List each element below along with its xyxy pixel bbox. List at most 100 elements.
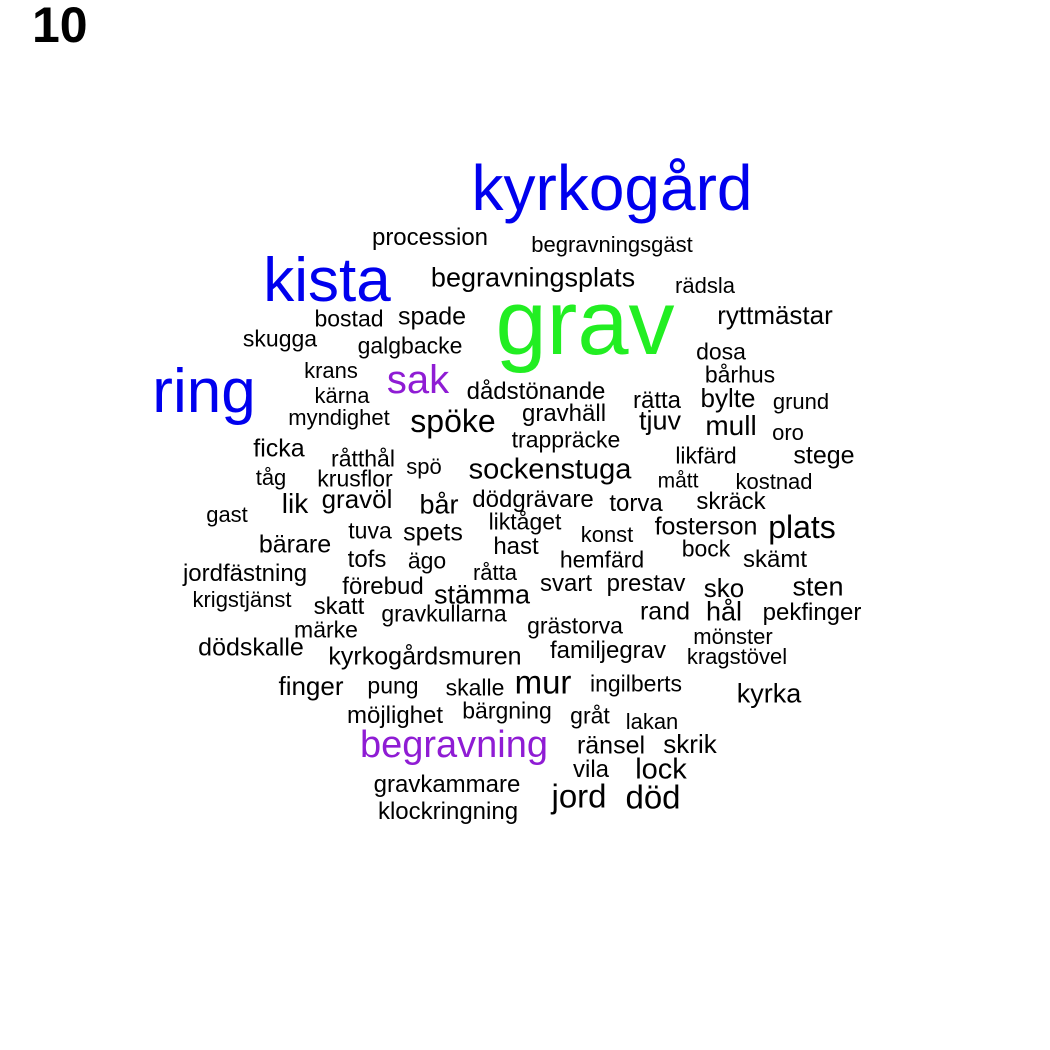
cloud-word: pung	[367, 672, 419, 699]
cloud-word: förebud	[342, 573, 424, 600]
cloud-word: pekfinger	[762, 599, 862, 626]
cloud-word: hål	[705, 596, 743, 627]
cloud-word: dosa	[696, 338, 746, 365]
cloud-word: skatt	[313, 593, 365, 620]
cloud-word: gravhäll	[521, 400, 607, 427]
cloud-word: bår	[419, 489, 459, 520]
cloud-word: skräck	[696, 488, 766, 515]
cloud-word: bärgning	[462, 697, 552, 724]
cloud-word: skrik	[663, 729, 717, 759]
cloud-word: sko	[703, 573, 745, 603]
cloud-word: skugga	[242, 325, 318, 352]
cloud-word: mur	[514, 663, 572, 701]
cloud-word: stämma	[433, 579, 531, 610]
cloud-word: hemfärd	[559, 546, 645, 573]
cloud-word: dödskalle	[198, 633, 304, 662]
cloud-word: procession	[371, 224, 489, 251]
cloud-word: rädsla	[675, 273, 735, 298]
cloud-word: prestav	[606, 570, 686, 597]
cloud-word: krigstjänst	[192, 587, 292, 612]
cloud-word: gravkullarna	[381, 600, 507, 627]
cloud-word: krans	[304, 358, 358, 383]
cloud-word: bostad	[314, 305, 384, 332]
cloud-word: oro	[772, 420, 804, 445]
cloud-word: stege	[793, 441, 855, 470]
cloud-word: torva	[609, 490, 663, 517]
cloud-word: likfärd	[675, 442, 737, 469]
cloud-word: kostnad	[735, 469, 813, 494]
cloud-word: kragstövel	[686, 644, 788, 669]
cloud-word: möjlighet	[346, 702, 444, 729]
cloud-word: skämt	[742, 546, 808, 573]
cloud-word: jord	[551, 777, 607, 815]
cloud-word: tåg	[255, 465, 287, 490]
cloud-word: råtta	[472, 560, 518, 585]
cloud-word: ägo	[407, 547, 447, 574]
cloud-word: gast	[206, 502, 248, 527]
cloud-word: begravningsplats	[430, 262, 636, 293]
cloud-word: märke	[294, 616, 358, 643]
cloud-word: spöke	[410, 403, 496, 439]
cloud-word: bock	[681, 535, 731, 562]
cloud-word: dödgrävare	[472, 486, 594, 513]
cloud-word: rätta	[632, 387, 682, 414]
cloud-word: ficka	[253, 434, 305, 463]
cloud-word: plats	[768, 509, 836, 545]
cloud-word: lock	[635, 753, 687, 786]
cloud-word: bårhus	[704, 361, 776, 388]
cloud-word: familjegrav	[549, 637, 667, 664]
cloud-word: tjuv	[638, 405, 682, 436]
cloud-word: rand	[639, 597, 691, 626]
cloud-word: mönster	[693, 624, 773, 649]
cloud-word: begravningsgäst	[531, 232, 693, 257]
cloud-word: sten	[792, 571, 844, 602]
cloud-word: gråt	[570, 702, 610, 729]
cloud-word: konst	[580, 522, 634, 547]
panel-number: 10	[32, 0, 88, 53]
cloud-word: kyrkogårdsmuren	[328, 642, 522, 671]
cloud-word: gravkammare	[373, 771, 521, 798]
cloud-word: sak	[386, 358, 450, 402]
cloud-word: bärare	[258, 530, 332, 559]
cloud-word: grav	[495, 272, 675, 374]
cloud-word: spade	[397, 302, 467, 331]
cloud-word: kyrkogård	[471, 152, 753, 224]
cloud-word: ring	[152, 357, 256, 426]
cloud-word: finger	[278, 671, 344, 701]
cloud-word: trappräcke	[511, 426, 621, 453]
cloud-word: grund	[772, 389, 830, 414]
cloud-word: skalle	[445, 674, 505, 701]
cloud-word: gravöl	[321, 484, 393, 514]
cloud-word: svart	[539, 570, 593, 597]
cloud-word: ränsel	[576, 731, 646, 760]
cloud-word: tuva	[348, 517, 392, 544]
cloud-word: klockringning	[377, 798, 519, 825]
cloud-word: myndighet	[288, 405, 390, 430]
cloud-word: begravning	[359, 724, 549, 766]
cloud-word: krusflor	[317, 465, 393, 492]
cloud-word: jordfästning	[182, 560, 308, 587]
cloud-word: grästorva	[527, 612, 623, 639]
cloud-word: bylte	[700, 383, 756, 413]
cloud-word: liktåget	[488, 508, 562, 535]
cloud-word: kista	[263, 246, 391, 315]
cloud-word: spö	[406, 454, 442, 479]
cloud-word: hast	[493, 533, 539, 560]
cloud-word: vila	[572, 756, 610, 783]
cloud-word: ryttmästar	[717, 300, 833, 330]
cloud-word: kärna	[314, 383, 370, 408]
cloud-word: död	[625, 778, 681, 816]
cloud-word: kyrka	[736, 678, 802, 709]
cloud-word: fosterson	[654, 512, 758, 541]
cloud-word: råtthål	[331, 445, 395, 472]
cloud-word: mull	[705, 410, 757, 441]
cloud-word: spets	[403, 518, 463, 547]
cloud-word: ingilberts	[589, 670, 683, 697]
cloud-word: mått	[657, 469, 699, 493]
cloud-word: dådstönande	[466, 378, 606, 405]
cloud-word: lakan	[625, 709, 679, 734]
cloud-word: lik	[281, 488, 309, 519]
cloud-word: sockenstuga	[468, 453, 632, 486]
cloud-word: tofs	[347, 546, 387, 573]
